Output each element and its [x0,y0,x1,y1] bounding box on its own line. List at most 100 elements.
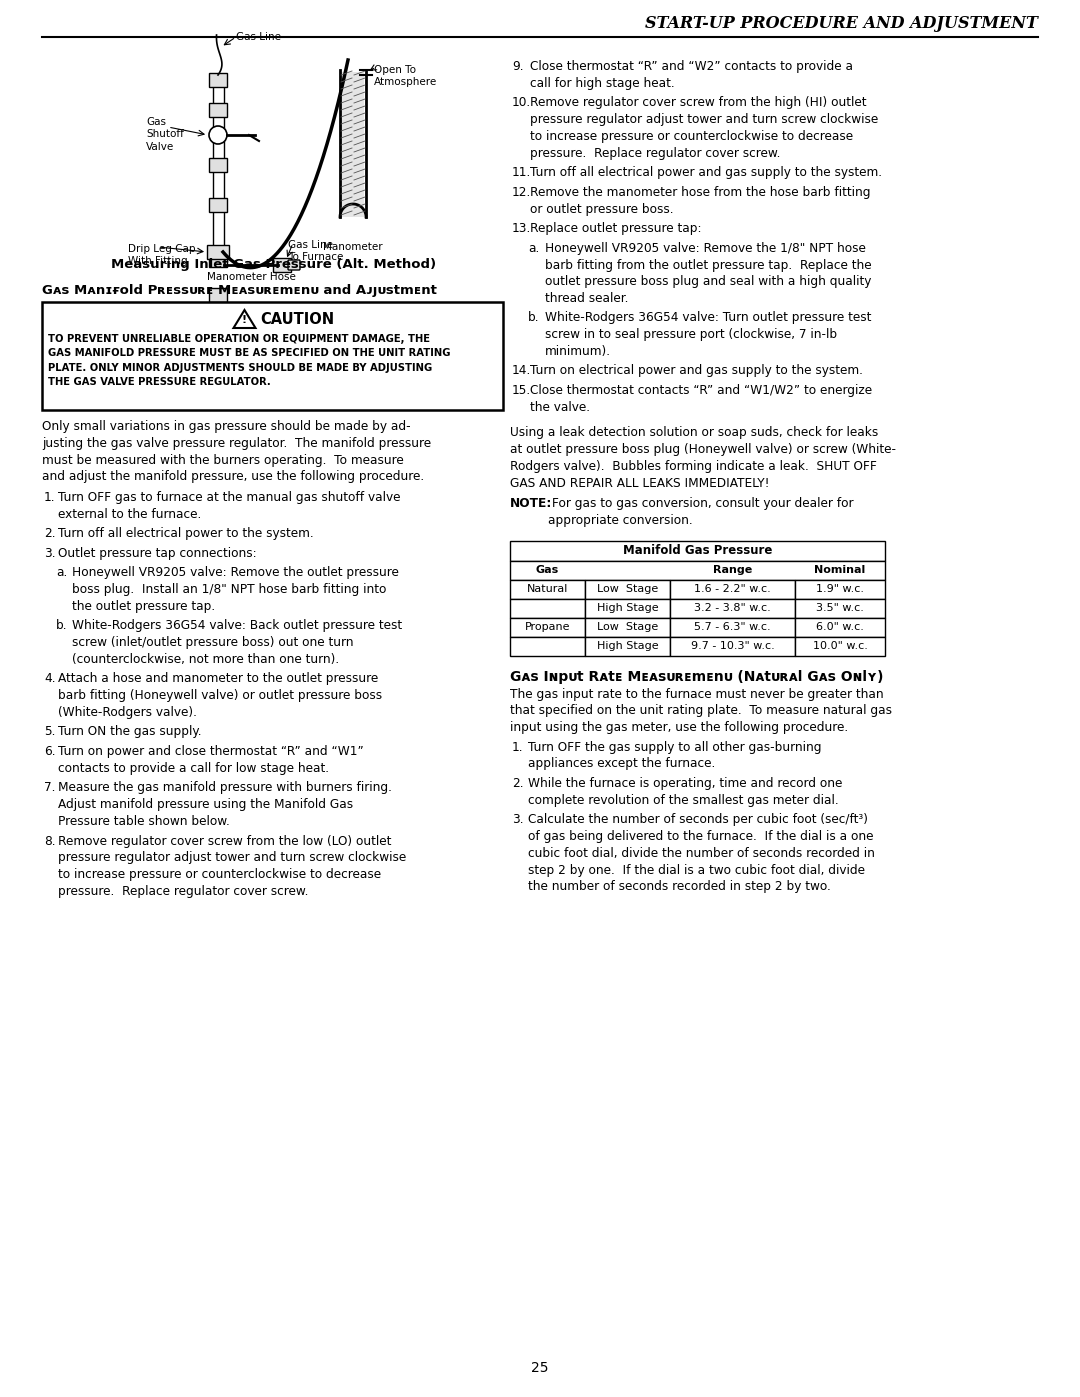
Bar [210,198,227,212]
Text: High Stage: High Stage [596,604,659,613]
Bar [670,598,795,617]
Text: Turn off all electrical power to the system.: Turn off all electrical power to the sys… [58,527,313,541]
Text: Turn OFF gas to furnace at the manual gas shutoff valve
external to the furnace.: Turn OFF gas to furnace at the manual ga… [58,490,401,521]
Bar [585,617,670,637]
Text: !: ! [242,314,247,326]
Text: 1.: 1. [44,490,55,504]
Text: Turn on power and close thermostat “R” and “W1”
contacts to provide a call for l: Turn on power and close thermostat “R” a… [58,745,364,775]
Text: Manometer Hose: Manometer Hose [207,272,296,282]
Polygon shape [233,310,256,328]
Text: 7.: 7. [44,781,55,795]
Bar [210,103,227,117]
Bar [510,560,885,580]
Text: b.: b. [528,312,540,324]
Text: a.: a. [528,242,539,254]
Bar [670,637,795,655]
Bar [795,617,885,637]
Bar [273,258,291,272]
Text: 9.7 - 10.3" w.c.: 9.7 - 10.3" w.c. [690,641,774,651]
Bar [210,332,227,346]
Text: START-UP PROCEDURE AND ADJUSTMENT: START-UP PROCEDURE AND ADJUSTMENT [645,15,1038,32]
Text: Gas Line
To Furnace: Gas Line To Furnace [288,240,343,263]
Text: Natural: Natural [527,584,568,594]
Bar [510,580,585,598]
Text: White-Rodgers 36G54 valve: Turn outlet pressure test
screw in to seal pressure p: White-Rodgers 36G54 valve: Turn outlet p… [545,312,872,358]
Text: Turn off all electrical power and gas supply to the system.: Turn off all electrical power and gas su… [530,166,882,179]
Text: 10.: 10. [512,96,531,109]
Text: 5.7 - 6.3" w.c.: 5.7 - 6.3" w.c. [694,622,771,631]
Bar [585,580,670,598]
Text: Manometer: Manometer [323,242,382,251]
Text: Only small variations in gas pressure should be made by ad-
justing the gas valv: Only small variations in gas pressure sh… [42,420,431,483]
Text: Turn ON the gas supply.: Turn ON the gas supply. [58,725,202,739]
Text: 3.: 3. [44,546,55,560]
Circle shape [210,126,227,144]
Text: 2.: 2. [512,777,524,789]
Text: Remove regulator cover screw from the high (HI) outlet
pressure regulator adjust: Remove regulator cover screw from the hi… [530,96,878,159]
Bar [670,617,795,637]
Text: White-Rodgers 36G54 valve: Back outlet pressure test
screw (inlet/outlet pressur: White-Rodgers 36G54 valve: Back outlet p… [72,619,402,666]
Bar [210,288,227,302]
Text: 13.: 13. [512,222,531,235]
Bar [42,302,503,409]
Text: Close thermostat contacts “R” and “W1/W2” to energize
the valve.: Close thermostat contacts “R” and “W1/W2… [530,384,873,414]
Bar [670,580,795,598]
Text: 5.: 5. [44,725,55,739]
Text: 1.: 1. [512,740,524,753]
FancyBboxPatch shape [288,260,300,270]
Bar [341,73,364,217]
Text: Range: Range [713,564,752,576]
Bar [510,598,585,617]
Text: Using a leak detection solution or soap suds, check for leaks
at outlet pressure: Using a leak detection solution or soap … [510,426,896,490]
Text: Measure the gas manifold pressure with burners firing.
Adjust manifold pressure : Measure the gas manifold pressure with b… [58,781,392,828]
Text: b.: b. [56,619,67,633]
Text: Gas Line: Gas Line [237,32,281,42]
Text: Close thermostat “R” and “W2” contacts to provide a
call for high stage heat.: Close thermostat “R” and “W2” contacts t… [530,60,853,89]
Text: 3.5" w.c.: 3.5" w.c. [816,604,864,613]
Text: Turn OFF the gas supply to all other gas-burning
appliances except the furnace.: Turn OFF the gas supply to all other gas… [528,740,822,770]
Text: Low  Stage: Low Stage [597,584,658,594]
Text: Propane: Propane [525,622,570,631]
Text: 12.: 12. [512,186,531,198]
Text: 6.0" w.c.: 6.0" w.c. [816,622,864,631]
Text: 8.: 8. [44,834,55,848]
Text: 1.6 - 2.2" w.c.: 1.6 - 2.2" w.c. [694,584,771,594]
Text: The gas input rate to the furnace must never be greater than
that specified on t: The gas input rate to the furnace must n… [510,687,892,735]
Text: 11.: 11. [512,166,531,179]
Bar [585,637,670,655]
Text: 3.: 3. [512,813,524,826]
Text: 3.2 - 3.8" w.c.: 3.2 - 3.8" w.c. [694,604,771,613]
Bar [210,253,227,267]
Text: While the furnace is operating, time and record one
complete revolution of the s: While the furnace is operating, time and… [528,777,842,806]
Bar [207,244,229,258]
Text: 6.: 6. [44,745,55,759]
Text: Remove regulator cover screw from the low (LO) outlet
pressure regulator adjust : Remove regulator cover screw from the lo… [58,834,406,898]
Text: Gᴀs Iɴpᴜt Rᴀtᴇ Mᴇᴀsᴜʀᴇmᴇnᴜ (Nᴀtᴜʀᴀl Gᴀs Oɴlʏ): Gᴀs Iɴpᴜt Rᴀtᴇ Mᴇᴀsᴜʀᴇmᴇnᴜ (Nᴀtᴜʀᴀl Gᴀs … [510,669,883,683]
Bar [510,617,585,637]
Bar [213,75,224,260]
Text: 1.9" w.c.: 1.9" w.c. [816,584,864,594]
Text: 25: 25 [531,1361,549,1375]
Bar [210,73,227,87]
Text: Measuring Inlet Gas Pressure (Alt. Method): Measuring Inlet Gas Pressure (Alt. Metho… [111,258,436,271]
Text: Gᴀs Mᴀnɪғold Pʀᴇssᴜʀᴇ Mᴇᴀsᴜʀᴇmᴇnᴜ and Aᴊȷᴜstmᴇnt: Gᴀs Mᴀnɪғold Pʀᴇssᴜʀᴇ Mᴇᴀsᴜʀᴇmᴇnᴜ and Aᴊ… [42,284,437,298]
Text: Replace outlet pressure tap:: Replace outlet pressure tap: [530,222,702,235]
Bar [510,637,585,655]
Bar [210,373,227,387]
Bar [585,598,670,617]
Bar [510,541,885,560]
Text: 4.: 4. [44,672,55,686]
Bar [210,158,227,172]
Text: 9.: 9. [512,60,524,73]
Bar [795,598,885,617]
Text: For gas to gas conversion, consult your dealer for
appropriate conversion.: For gas to gas conversion, consult your … [548,497,853,527]
Text: 10.0" w.c.: 10.0" w.c. [812,641,867,651]
Text: Manifold Gas Pressure: Manifold Gas Pressure [623,543,772,557]
Text: Drip Leg Cap
With Fitting: Drip Leg Cap With Fitting [129,244,195,267]
Text: Open To
Atmosphere: Open To Atmosphere [374,66,437,88]
Text: Low  Stage: Low Stage [597,622,658,631]
Text: Turn on electrical power and gas supply to the system.: Turn on electrical power and gas supply … [530,365,863,377]
Bar [795,637,885,655]
Text: High Stage: High Stage [596,641,659,651]
Text: 15.: 15. [512,384,531,397]
